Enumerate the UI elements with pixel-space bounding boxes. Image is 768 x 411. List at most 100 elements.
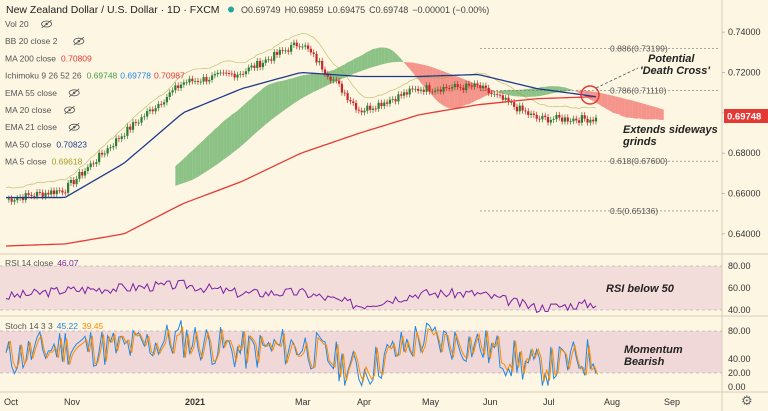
candle-body [394, 99, 397, 102]
cloud-segment [553, 86, 557, 94]
candle-body [422, 89, 425, 92]
candle-body [428, 85, 431, 92]
candle-body [532, 113, 535, 115]
cloud-segment [652, 106, 656, 120]
cloud-segment [206, 134, 210, 172]
candle-body [459, 87, 462, 88]
candle-body [397, 94, 400, 102]
legend-item[interactable]: MA 200 close 0.70809 [5, 53, 92, 63]
cloud-segment [197, 142, 201, 177]
candle-body [98, 152, 101, 163]
cloud-segment [358, 55, 362, 72]
eye-off-icon[interactable] [68, 88, 80, 98]
fibonacci-levels: 0.886(0.73199) 0.786(0.71110) 0.618(0.6760… [480, 43, 720, 216]
cloud-segment [466, 79, 469, 105]
cloud-segment [339, 65, 342, 81]
candle-body [442, 86, 445, 92]
eye-off-icon[interactable] [41, 19, 52, 29]
ma50-line [6, 71, 597, 199]
candle-body [473, 83, 476, 87]
cloud-segment [508, 89, 512, 96]
legend-item[interactable]: Vol 20 [5, 19, 29, 29]
cloud-segment [245, 100, 249, 142]
candle-body [386, 102, 389, 104]
eye-off-icon[interactable] [68, 122, 80, 132]
cloud-segment [322, 72, 325, 88]
candle-body [281, 50, 284, 51]
candle-body [13, 200, 16, 202]
cloud-segment [452, 74, 455, 109]
cloud-segment [446, 72, 450, 109]
candle-body [67, 182, 70, 193]
candle-body [185, 82, 188, 84]
candle-body [527, 111, 530, 115]
candle-body [83, 170, 87, 176]
legend-item[interactable]: EMA 55 close [5, 88, 57, 98]
eye-off-icon[interactable] [73, 36, 85, 46]
legend-item[interactable]: MA 20 close [5, 105, 52, 115]
cloud-segment [584, 90, 588, 98]
fib-label: 0.5(0.65136) [610, 206, 658, 216]
candle-body [439, 89, 442, 92]
cloud-segment [178, 161, 182, 185]
candle-body [504, 97, 507, 100]
candle-body [160, 103, 163, 105]
legend-item[interactable]: MA 5 close 0.69618 [5, 157, 83, 167]
candle-body [131, 122, 135, 130]
cloud-segment [248, 98, 252, 140]
cloud-segment [420, 64, 424, 87]
cloud-segment [296, 76, 300, 102]
candle-body [419, 89, 423, 91]
candle-body [264, 59, 267, 63]
candle-body [518, 105, 521, 112]
price-axis[interactable]: 0.740000.720000.700000.680000.660000.640… [722, 27, 761, 239]
cloud-segment [539, 86, 543, 96]
candle-body [213, 74, 216, 76]
candle-body [301, 46, 304, 48]
candle-body [417, 88, 420, 91]
cloud-segment [502, 90, 506, 95]
legend-item[interactable]: Ichimoku 9 26 52 26 0.69748 0.69778 0.70987 [5, 71, 185, 81]
indicator-legend[interactable]: Vol 20 BB 20 close 2 MA 200 close 0.70809 Ic… [5, 19, 185, 167]
settings-gear-icon[interactable]: ⚙ [741, 393, 753, 408]
cloud-segment [268, 83, 272, 123]
candle-body [580, 115, 583, 123]
candle-body [583, 115, 586, 119]
legend-item[interactable]: BB 20 close 2 [5, 36, 58, 46]
time-tick: 2021 [185, 397, 205, 407]
candle-body [363, 110, 366, 113]
candle-body [487, 87, 490, 94]
cloud-segment [604, 93, 608, 110]
candle-body [230, 73, 233, 75]
candle-body [275, 51, 279, 55]
candle-body [388, 99, 392, 104]
candle-body [377, 102, 380, 109]
eye-off-icon[interactable] [64, 105, 75, 115]
candle-body [50, 190, 53, 195]
rsi-tick: 40.00 [728, 305, 751, 315]
candle-body [295, 42, 298, 47]
candle-body [236, 74, 239, 78]
candle-body [575, 118, 578, 121]
candle-body [312, 52, 315, 54]
candle-body [555, 114, 558, 120]
stoch-d-line [7, 326, 598, 383]
candle-body [515, 106, 519, 112]
time-tick: Jun [483, 397, 498, 407]
price-tick: 0.74000 [728, 27, 761, 37]
time-axis[interactable]: Oct Nov 2021 Mar Apr May Jun Jul Aug Sep [4, 397, 680, 407]
candle-body [467, 83, 471, 86]
candle-body [352, 101, 355, 104]
candle-body [24, 193, 27, 201]
cloud-segment [212, 129, 215, 168]
candle-body [261, 62, 264, 68]
legend-item[interactable]: EMA 21 close [5, 122, 57, 132]
legend-item[interactable]: MA 50 close 0.70823 [5, 139, 87, 149]
candle-body [332, 79, 335, 81]
candle-body [529, 113, 533, 115]
candle-body [250, 65, 253, 68]
cloud-segment [381, 47, 385, 65]
candle-body [222, 72, 225, 74]
cloud-segment [229, 114, 232, 156]
cloud-segment [511, 89, 515, 97]
